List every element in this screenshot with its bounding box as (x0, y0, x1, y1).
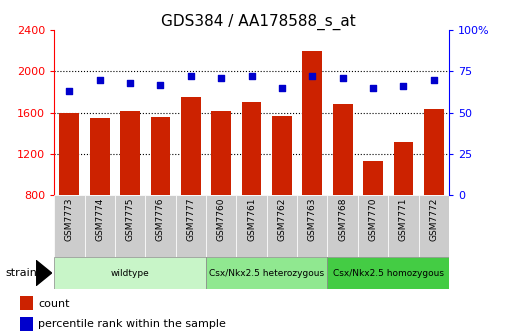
Point (430, 77, 438, 82)
Bar (146, 195, 175, 257)
Point (156, 82, 165, 87)
Bar (388, 195, 418, 257)
Point (399, 84, 408, 89)
Text: Csx/Nkx2.5 heterozygous: Csx/Nkx2.5 heterozygous (209, 268, 324, 278)
Text: GSM7771: GSM7771 (399, 198, 408, 242)
Bar (394, 142, 413, 195)
Bar (302, 51, 322, 195)
Bar (328, 195, 358, 257)
Text: GSM7763: GSM7763 (308, 198, 317, 242)
Text: wildtype: wildtype (111, 268, 150, 278)
Text: GSM7776: GSM7776 (156, 198, 165, 242)
Bar (297, 195, 328, 257)
Bar (333, 104, 352, 195)
Text: strain: strain (5, 268, 37, 278)
Bar (267, 195, 297, 257)
Polygon shape (36, 260, 52, 286)
Text: GSM7768: GSM7768 (338, 198, 347, 242)
Point (369, 85, 377, 91)
Bar (206, 257, 328, 289)
Bar (120, 111, 140, 195)
Text: GDS384 / AA178588_s_at: GDS384 / AA178588_s_at (160, 13, 356, 30)
Text: GSM7772: GSM7772 (429, 198, 438, 241)
Bar (54, 257, 206, 289)
Text: GSM7770: GSM7770 (368, 198, 378, 242)
Bar (151, 117, 170, 195)
Point (338, 75, 347, 81)
Bar (424, 110, 444, 195)
Text: GSM7762: GSM7762 (278, 198, 286, 241)
Bar (20, 317, 33, 331)
Bar (241, 102, 262, 195)
Point (308, 74, 316, 79)
Bar (212, 111, 231, 195)
Point (278, 85, 286, 91)
Text: GSM7774: GSM7774 (95, 198, 104, 241)
Bar (181, 97, 201, 195)
Bar (236, 195, 267, 257)
Bar (206, 195, 236, 257)
Point (248, 74, 256, 79)
Text: GSM7773: GSM7773 (65, 198, 74, 242)
Bar (85, 195, 115, 257)
Text: GSM7775: GSM7775 (125, 198, 135, 242)
Bar (20, 296, 33, 310)
Bar (59, 113, 79, 195)
Text: Csx/Nkx2.5 homozygous: Csx/Nkx2.5 homozygous (333, 268, 444, 278)
Text: GSM7760: GSM7760 (217, 198, 225, 242)
Bar (54, 195, 85, 257)
Text: percentile rank within the sample: percentile rank within the sample (38, 319, 226, 329)
Text: GSM7777: GSM7777 (186, 198, 196, 242)
Point (126, 80, 134, 86)
Bar (90, 118, 109, 195)
Text: count: count (38, 299, 70, 308)
Bar (115, 195, 146, 257)
Bar (175, 195, 206, 257)
Point (187, 74, 195, 79)
Bar (358, 195, 388, 257)
Point (217, 75, 225, 81)
Bar (363, 161, 383, 195)
Bar (418, 195, 449, 257)
Text: GSM7761: GSM7761 (247, 198, 256, 242)
Bar (272, 116, 292, 195)
Point (65, 88, 73, 94)
Point (95, 77, 104, 82)
Bar (328, 257, 449, 289)
